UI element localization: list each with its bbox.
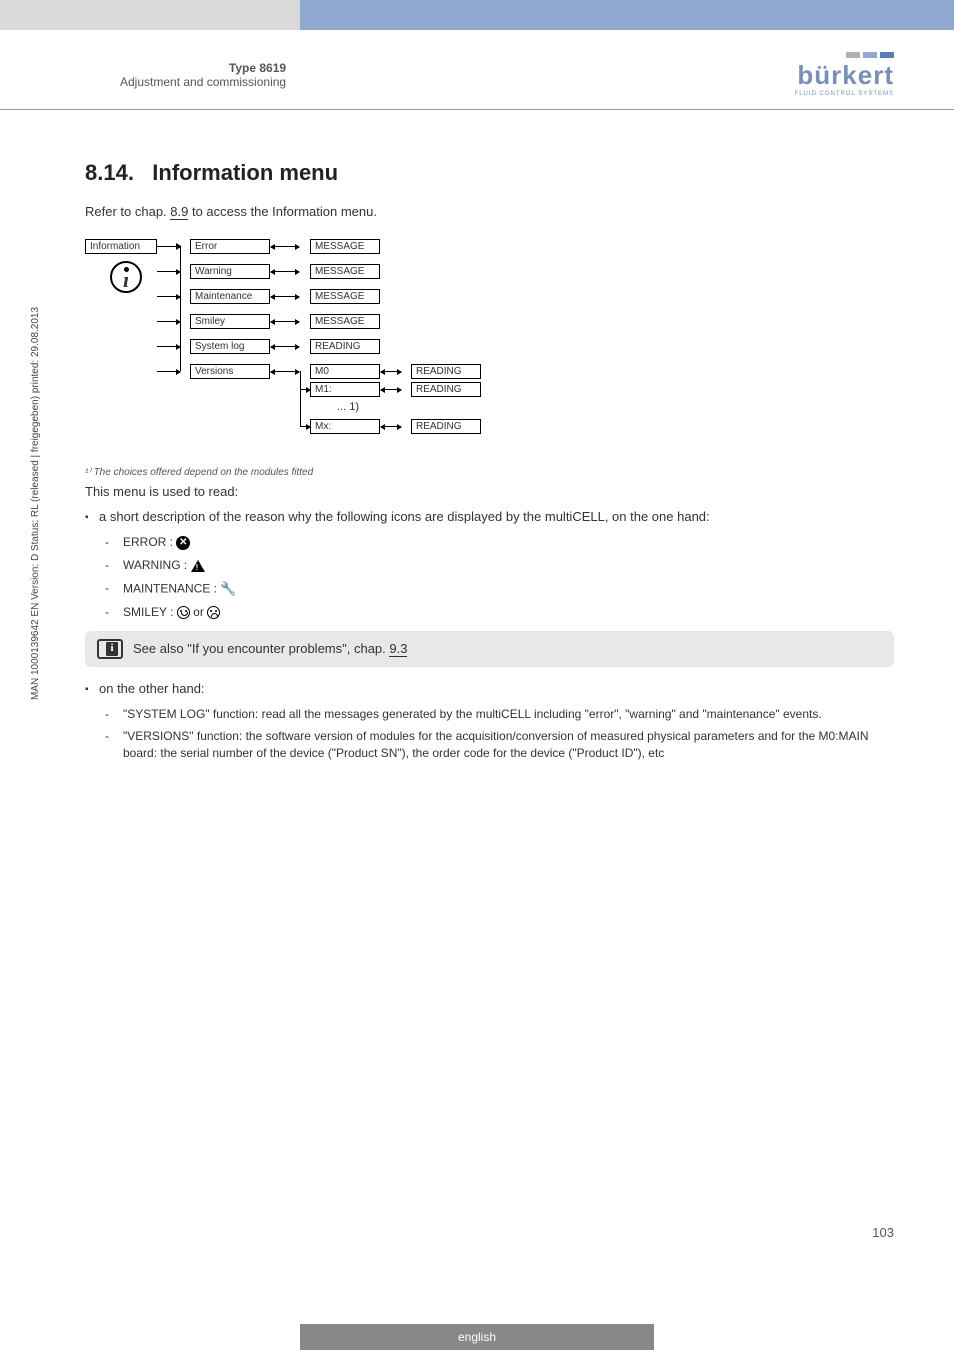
sidebar-meta: MAN 1000139642 EN Version: D Status: RL … xyxy=(30,307,41,700)
icon-smiley-item: SMILEY : or xyxy=(105,604,894,621)
diag-dots: ... 1) xyxy=(337,401,359,413)
manual-icon xyxy=(97,639,123,659)
icon-list: ERROR : ✕ WARNING : MAINTENANCE : 🔧 SMIL… xyxy=(105,534,894,621)
footer-lang: english xyxy=(300,1324,654,1350)
sub-1: "SYSTEM LOG" function: read all the mess… xyxy=(105,706,894,723)
arrow xyxy=(157,371,180,372)
arrow xyxy=(157,271,180,272)
vline xyxy=(180,246,181,371)
diag-l2-1: MESSAGE xyxy=(310,264,380,279)
diag-l2-3: MESSAGE xyxy=(310,314,380,329)
arrow xyxy=(381,426,401,427)
arrow xyxy=(271,271,299,272)
diag-l2-0: MESSAGE xyxy=(310,239,380,254)
bullet-list-1: a short description of the reason why th… xyxy=(85,509,894,524)
arrow xyxy=(157,321,180,322)
wrench-icon: 🔧 xyxy=(220,581,236,596)
arrow xyxy=(157,296,180,297)
diag-l1-4: System log xyxy=(190,339,270,354)
brand-logo: bürkert FLUID CONTROL SYSTEMS xyxy=(795,52,894,97)
vline xyxy=(300,371,301,427)
icon-error-item: ERROR : ✕ xyxy=(105,534,894,551)
doc-type: Type 8619 xyxy=(120,61,286,75)
diag-l1-5: Versions xyxy=(190,364,270,379)
warning-icon xyxy=(191,560,205,572)
content: 8.14. Information menu Refer to chap. 8.… xyxy=(85,160,894,772)
brand-name: bürkert xyxy=(795,60,894,91)
diag-root: Information xyxy=(85,239,157,254)
arrow xyxy=(271,246,299,247)
header-left: Type 8619 Adjustment and commissioning xyxy=(120,61,286,89)
diag-mx: Mx: xyxy=(310,419,380,434)
smiley-sad-icon xyxy=(207,606,220,619)
smiley-happy-icon xyxy=(177,606,190,619)
top-bar xyxy=(0,0,954,30)
info-icon: ı xyxy=(110,261,142,293)
header: Type 8619 Adjustment and commissioning b… xyxy=(0,40,954,110)
page-number: 103 xyxy=(872,1225,894,1240)
icon-maintenance-item: MAINTENANCE : 🔧 xyxy=(105,580,894,598)
diag-m1: M1: xyxy=(310,382,380,397)
sub-2: "VERSIONS" function: the software versio… xyxy=(105,728,894,762)
footnote: ¹⁾ The choices offered depend on the mod… xyxy=(85,467,894,478)
diag-m1-reading: READING xyxy=(411,382,481,397)
diag-l1-3: Smiley xyxy=(190,314,270,329)
arrow xyxy=(271,321,299,322)
note-text: See also "If you encounter problems", ch… xyxy=(133,641,407,656)
sub-list: "SYSTEM LOG" function: read all the mess… xyxy=(105,706,894,762)
diag-l2-5: M0 xyxy=(310,364,380,379)
arrow xyxy=(300,389,310,390)
intro-text: Refer to chap. 8.9 to access the Informa… xyxy=(85,204,894,219)
arrow xyxy=(300,426,310,427)
diag-l2-4: READING xyxy=(310,339,380,354)
chap-link[interactable]: 8.9 xyxy=(170,204,188,220)
menu-diagram: Information ı Error MESSAGE Warning MESSAGE… xyxy=(85,239,894,459)
brand-sub: FLUID CONTROL SYSTEMS xyxy=(795,91,894,97)
arrow xyxy=(271,296,299,297)
logo-bars xyxy=(795,52,894,58)
section-heading: 8.14. Information menu xyxy=(85,160,894,186)
arrow xyxy=(381,371,401,372)
arrow xyxy=(381,389,401,390)
menu-intro: This menu is used to read: xyxy=(85,484,894,499)
diag-l1-1: Warning xyxy=(190,264,270,279)
diag-l3-5: READING xyxy=(411,364,481,379)
note-link[interactable]: 9.3 xyxy=(389,641,407,657)
bullet-1: a short description of the reason why th… xyxy=(85,509,894,524)
bullet-2: on the other hand: "SYSTEM LOG" function… xyxy=(85,681,894,762)
arrow xyxy=(157,346,180,347)
arrow xyxy=(271,346,299,347)
note-box: See also "If you encounter problems", ch… xyxy=(85,631,894,667)
bullet-list-2: on the other hand: "SYSTEM LOG" function… xyxy=(85,681,894,762)
error-icon: ✕ xyxy=(176,536,190,550)
top-bar-blue xyxy=(300,0,954,30)
diag-l2-2: MESSAGE xyxy=(310,289,380,304)
arrow xyxy=(271,371,299,372)
diag-l1-2: Maintenance xyxy=(190,289,270,304)
doc-subtitle: Adjustment and commissioning xyxy=(120,75,286,89)
icon-warning-item: WARNING : xyxy=(105,557,894,574)
top-bar-grey xyxy=(0,0,300,30)
diag-mx-reading: READING xyxy=(411,419,481,434)
diag-l1-0: Error xyxy=(190,239,270,254)
